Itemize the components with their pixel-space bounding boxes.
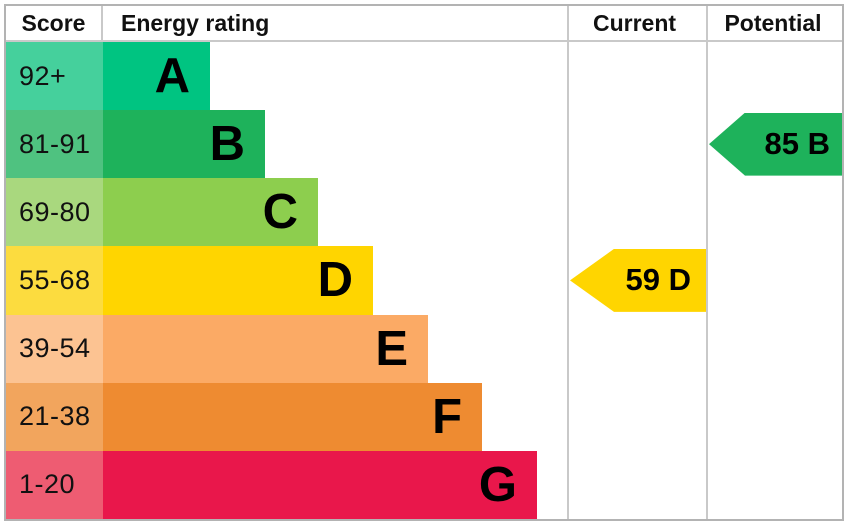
band-row-b: 81-91 B <box>6 110 842 179</box>
score-range-c: 69-80 <box>19 196 91 227</box>
band-letter-f: F <box>432 389 462 444</box>
band-row-f: 21-38 F <box>6 382 842 451</box>
band-bar-f: F <box>103 382 482 451</box>
score-range-a: 92+ <box>19 60 67 91</box>
header-score: Score <box>6 6 103 40</box>
band-row-e: 39-54 E <box>6 314 842 383</box>
score-cell-a: 92+ <box>6 42 103 111</box>
score-cell-f: 21-38 <box>6 382 103 451</box>
header-energy-rating: Energy rating <box>121 9 270 36</box>
score-range-d: 55-68 <box>19 264 91 295</box>
band-rows: 92+ A 81-91 B 69-80 C 55-68 D 39-54 E 21… <box>6 42 842 519</box>
chart-header: Score Energy rating Current Potential <box>6 6 842 42</box>
band-letter-a: A <box>154 49 190 104</box>
score-cell-b: 81-91 <box>6 110 103 179</box>
band-bar-d: D <box>103 246 373 315</box>
header-potential: Potential <box>724 9 822 36</box>
band-bar-b: B <box>103 110 265 179</box>
band-row-c: 69-80 C <box>6 178 842 247</box>
potential-rating-label: 85 B <box>764 126 830 162</box>
score-range-e: 39-54 <box>19 333 91 364</box>
divider-potential-column <box>706 6 708 519</box>
score-range-b: 81-91 <box>19 128 91 159</box>
band-row-d: 55-68 D <box>6 246 842 315</box>
current-rating-label: 59 D <box>625 262 691 298</box>
band-letter-c: C <box>262 185 298 240</box>
band-row-a: 92+ A <box>6 42 842 111</box>
band-bar-e: E <box>103 314 428 383</box>
score-cell-g: 1-20 <box>6 450 103 519</box>
epc-chart: Score Energy rating Current Potential 92… <box>4 4 844 521</box>
score-range-f: 21-38 <box>19 401 91 432</box>
score-range-g: 1-20 <box>19 469 76 500</box>
band-bar-a: A <box>103 42 210 111</box>
band-bar-c: C <box>103 178 318 247</box>
score-cell-c: 69-80 <box>6 178 103 247</box>
score-cell-e: 39-54 <box>6 314 103 383</box>
band-row-g: 1-20 G <box>6 450 842 519</box>
band-letter-d: D <box>317 253 353 308</box>
band-letter-g: G <box>478 457 517 512</box>
band-bar-g: G <box>103 450 537 519</box>
band-letter-b: B <box>209 117 245 172</box>
header-current: Current <box>592 9 677 36</box>
divider-current-column <box>567 6 569 519</box>
score-cell-d: 55-68 <box>6 246 103 315</box>
band-letter-e: E <box>375 321 408 376</box>
